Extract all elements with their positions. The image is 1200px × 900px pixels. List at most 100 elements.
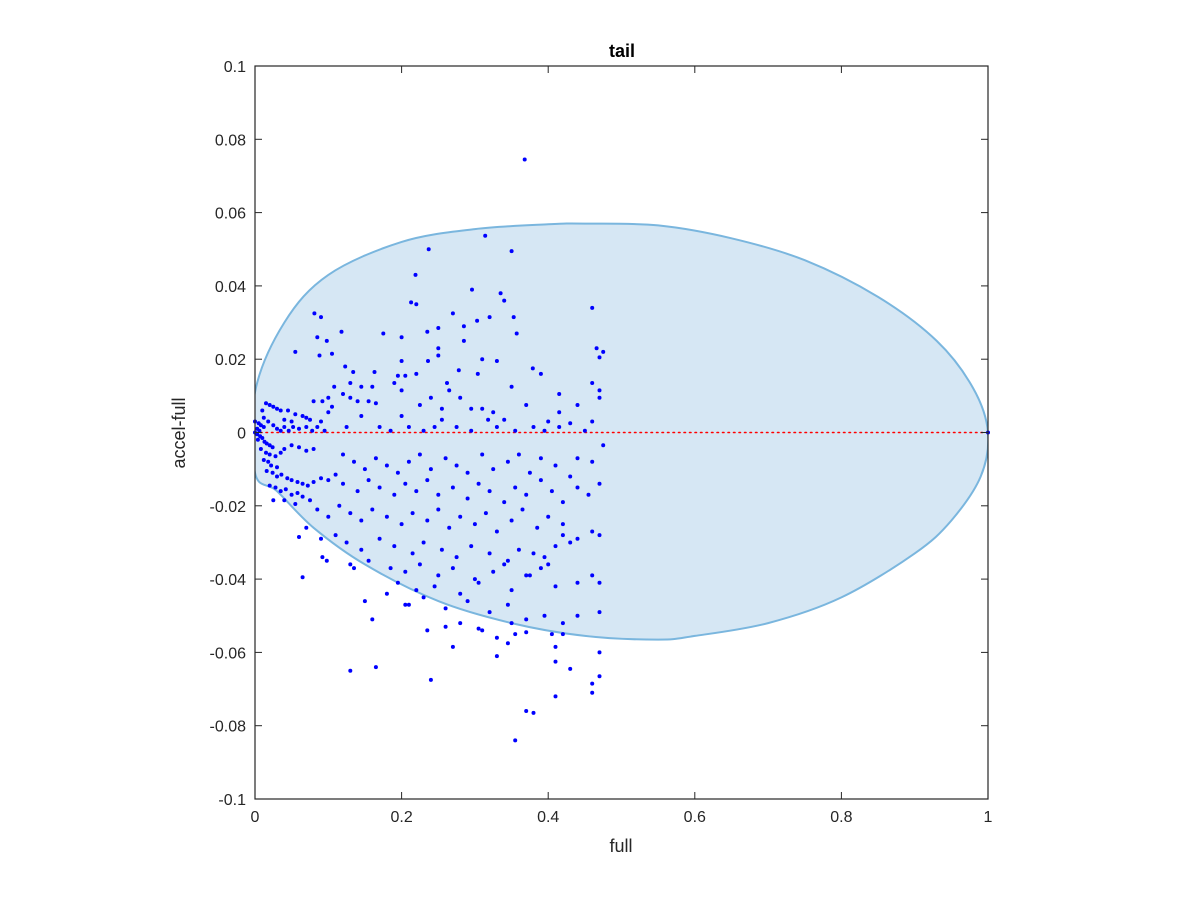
- data-point: [436, 353, 441, 358]
- data-point: [326, 514, 331, 519]
- data-point: [509, 384, 514, 389]
- data-point: [271, 423, 276, 428]
- data-point: [487, 315, 492, 320]
- data-point: [275, 465, 279, 470]
- data-point: [509, 518, 514, 523]
- data-point: [413, 272, 418, 277]
- data-point: [271, 404, 276, 409]
- data-point: [511, 315, 516, 320]
- data-point: [509, 621, 514, 626]
- data-point: [426, 247, 431, 252]
- data-point: [494, 635, 499, 640]
- data-point: [546, 514, 551, 519]
- data-point: [270, 470, 275, 475]
- data-point: [546, 419, 551, 424]
- data-point: [480, 357, 485, 362]
- data-point: [575, 403, 580, 407]
- data-point: [425, 518, 430, 523]
- data-point: [319, 476, 323, 481]
- data-point: [359, 518, 364, 523]
- data-point: [494, 529, 499, 534]
- data-point: [557, 425, 562, 429]
- data-point: [359, 414, 364, 418]
- data-point: [560, 621, 565, 626]
- data-point: [315, 507, 320, 512]
- data-point: [483, 511, 488, 516]
- data-point: [297, 445, 301, 450]
- data-point: [549, 489, 554, 494]
- y-tick-label: 0.06: [215, 206, 246, 223]
- data-point: [535, 525, 540, 530]
- data-point: [513, 738, 518, 743]
- data-point: [289, 443, 294, 448]
- data-point: [502, 417, 507, 422]
- data-point: [472, 522, 477, 527]
- data-point: [432, 425, 437, 429]
- data-point: [436, 573, 441, 578]
- data-point: [549, 632, 554, 637]
- data-point: [502, 298, 507, 303]
- data-point: [553, 644, 558, 649]
- data-point: [315, 335, 320, 340]
- data-point: [388, 428, 393, 433]
- data-point: [333, 472, 338, 477]
- data-point: [258, 423, 263, 428]
- data-point: [392, 544, 397, 549]
- data-point: [399, 335, 404, 340]
- data-point: [575, 613, 580, 618]
- data-point: [502, 500, 507, 505]
- data-point: [487, 551, 492, 556]
- data-point: [351, 370, 356, 374]
- data-point: [509, 588, 514, 593]
- data-point: [447, 388, 452, 393]
- x-axis-label: full: [609, 836, 632, 856]
- data-point: [366, 558, 371, 563]
- data-point: [469, 406, 474, 411]
- data-point: [524, 403, 529, 407]
- x-tick-label: 0: [251, 809, 260, 826]
- data-point: [586, 492, 591, 497]
- data-point: [341, 392, 345, 396]
- data-point: [428, 677, 433, 682]
- data-point: [304, 415, 309, 420]
- data-point: [372, 370, 377, 374]
- data-point: [267, 443, 272, 448]
- data-point: [266, 459, 271, 464]
- data-point: [421, 595, 426, 600]
- data-point: [343, 364, 348, 369]
- data-point: [341, 481, 345, 486]
- data-point: [264, 401, 268, 406]
- data-point: [317, 353, 322, 358]
- data-point: [594, 346, 599, 351]
- data-point: [377, 536, 382, 541]
- data-point: [406, 459, 411, 464]
- data-point: [575, 536, 580, 541]
- data-point: [475, 318, 480, 323]
- data-point: [465, 599, 470, 604]
- data-point: [590, 681, 595, 686]
- data-point: [326, 478, 331, 483]
- data-point: [370, 384, 375, 389]
- data-point: [553, 584, 558, 589]
- data-point: [286, 408, 290, 413]
- data-point: [458, 621, 463, 626]
- data-point: [337, 503, 342, 508]
- data-point: [320, 399, 325, 404]
- data-point: [491, 467, 496, 472]
- data-point: [487, 489, 492, 494]
- data-point: [414, 302, 419, 307]
- data-point: [513, 632, 518, 637]
- chart-title: tail: [609, 41, 635, 61]
- data-point: [450, 485, 455, 490]
- data-point: [553, 463, 558, 468]
- data-point: [278, 489, 283, 494]
- data-point: [476, 580, 481, 585]
- data-point: [575, 456, 580, 461]
- data-point: [293, 349, 298, 354]
- x-tick-label: 0.8: [830, 809, 852, 826]
- data-point: [399, 522, 404, 527]
- data-point: [258, 447, 263, 451]
- data-point: [266, 419, 271, 424]
- data-point: [465, 470, 470, 475]
- data-point: [362, 467, 367, 472]
